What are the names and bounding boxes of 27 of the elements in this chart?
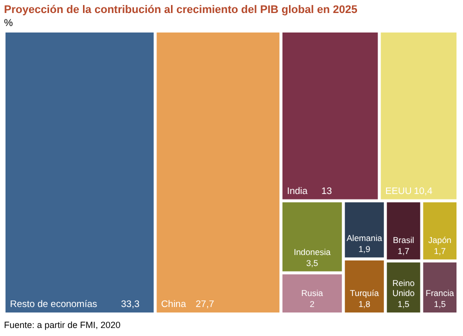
data-label: 27,7 (196, 299, 214, 310)
category-label: China (161, 299, 187, 310)
text: % (4, 18, 13, 29)
data-label: 10,4 (414, 186, 432, 197)
category-label: Alemania (346, 232, 382, 243)
category-label: Francia (426, 288, 454, 298)
text: Proyección de la contribución al crecimiento del PIB global en 2025 (4, 4, 358, 16)
category-label: Japón (428, 234, 452, 245)
category-label: Rusia (301, 288, 324, 298)
data-label: 13 (321, 186, 332, 197)
data-label: 1,9 (358, 244, 371, 254)
data-label: 1,5 (434, 299, 446, 309)
category-label: Reino Unido (392, 278, 415, 298)
category-label: Brasil (392, 234, 414, 245)
data-label: 3,5 (306, 258, 318, 268)
data-label: 1,8 (358, 299, 371, 309)
category-label: Resto de economías (10, 299, 98, 310)
data-label: 2 (310, 299, 315, 309)
source-note: Fuente: a partir de FMI, 2020 (4, 320, 121, 330)
data-label: 1,7 (398, 246, 410, 256)
data-label: 33,3 (121, 299, 140, 310)
category-label: Turquía (350, 288, 380, 298)
data-label: 1,7 (434, 246, 446, 256)
category-label: India (286, 186, 308, 197)
category-label: Indonesia (294, 246, 331, 257)
data-label: 1,5 (398, 299, 410, 309)
category-label: EEUU (385, 186, 412, 197)
